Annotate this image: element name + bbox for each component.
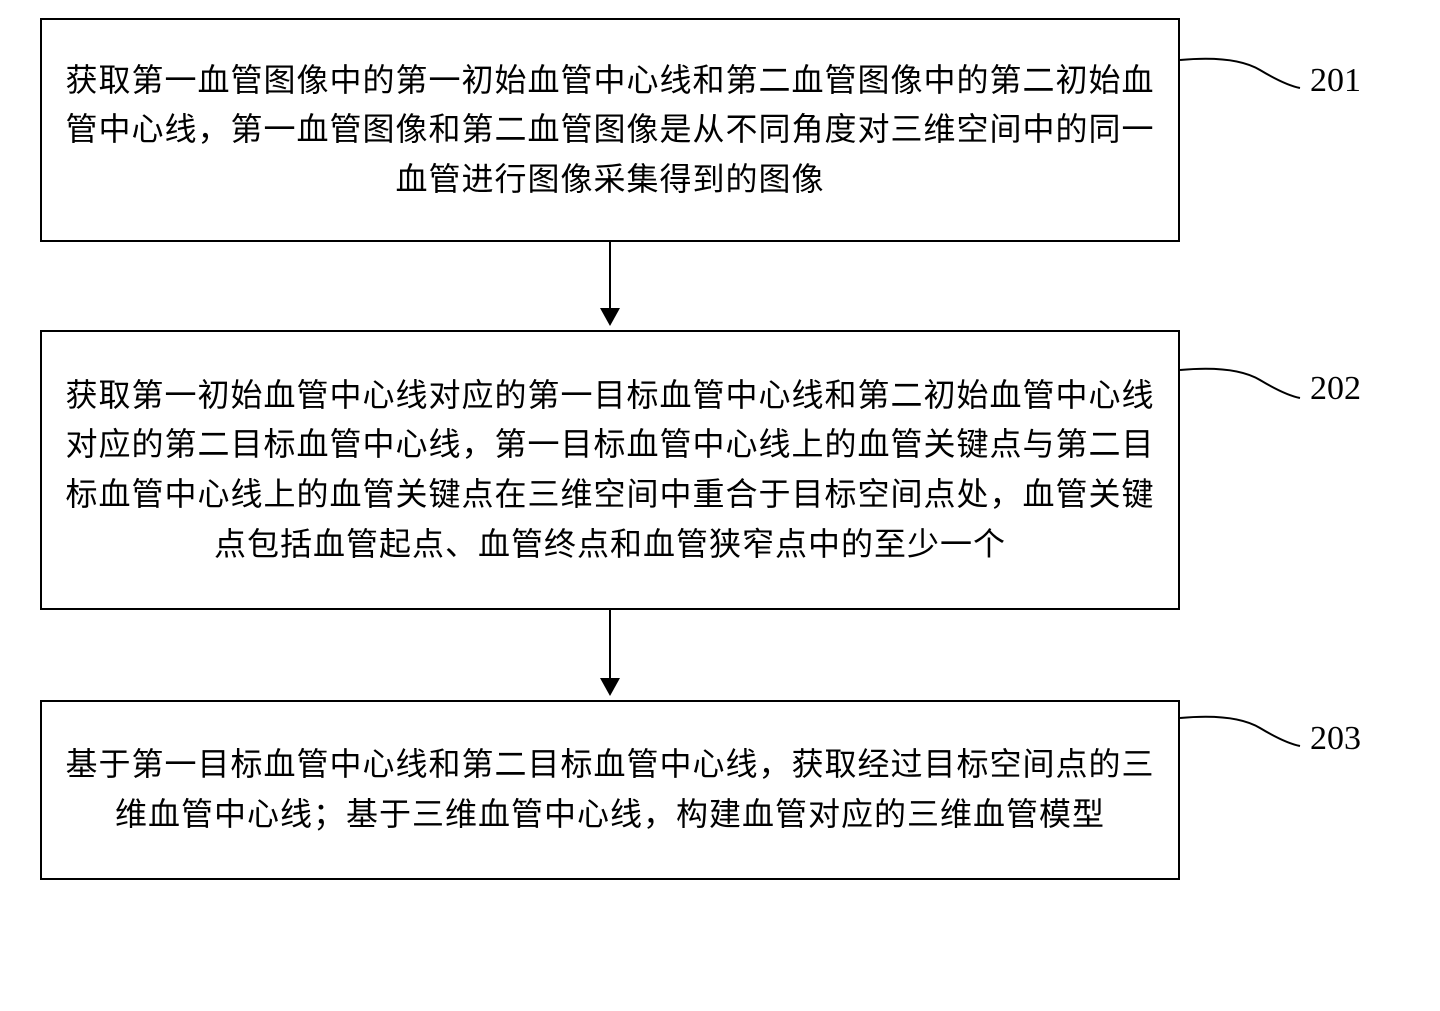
- step-text-202: 获取第一初始血管中心线对应的第一目标血管中心线和第二初始血管中心线对应的第二目标…: [60, 371, 1160, 569]
- step-label-202: 202: [1310, 370, 1361, 408]
- leader-201: [1180, 52, 1320, 112]
- arrow-2-head-icon: [600, 678, 620, 696]
- arrow-2-line: [609, 610, 611, 678]
- arrow-1-head-icon: [600, 308, 620, 326]
- leader-202: [1180, 362, 1320, 422]
- flowchart-canvas: 获取第一血管图像中的第一初始血管中心线和第二血管图像中的第二初始血管中心线，第一…: [0, 0, 1440, 1011]
- step-text-203: 基于第一目标血管中心线和第二目标血管中心线，获取经过目标空间点的三维血管中心线；…: [60, 740, 1160, 839]
- step-label-201: 201: [1310, 62, 1361, 100]
- step-label-203: 203: [1310, 720, 1361, 758]
- step-box-202: 获取第一初始血管中心线对应的第一目标血管中心线和第二初始血管中心线对应的第二目标…: [40, 330, 1180, 610]
- step-box-201: 获取第一血管图像中的第一初始血管中心线和第二血管图像中的第二初始血管中心线，第一…: [40, 18, 1180, 242]
- step-box-203: 基于第一目标血管中心线和第二目标血管中心线，获取经过目标空间点的三维血管中心线；…: [40, 700, 1180, 880]
- leader-203: [1180, 710, 1320, 770]
- step-text-201: 获取第一血管图像中的第一初始血管中心线和第二血管图像中的第二初始血管中心线，第一…: [60, 56, 1160, 205]
- arrow-1-line: [609, 242, 611, 308]
